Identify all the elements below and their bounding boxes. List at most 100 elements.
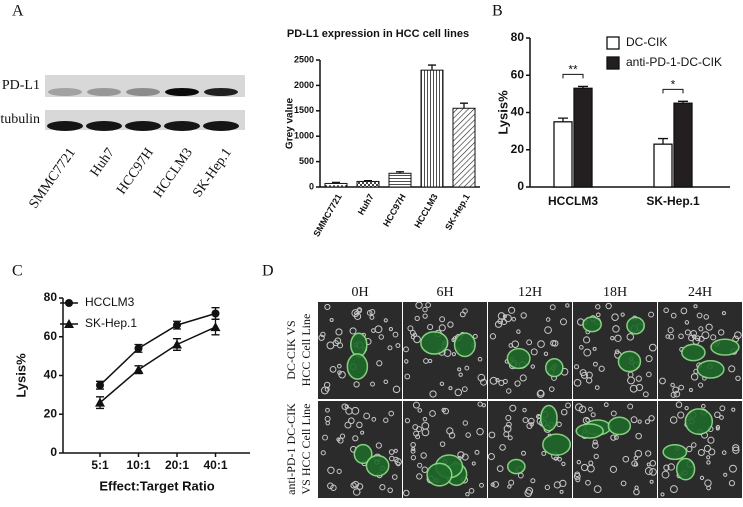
cell [677, 411, 685, 419]
cell [578, 405, 587, 414]
cell [645, 450, 652, 457]
x-axis-label: Effect:Target Ratio [99, 478, 214, 493]
cell [416, 426, 423, 433]
cell [684, 329, 691, 336]
cell [348, 417, 355, 425]
significance-bracket [662, 88, 684, 94]
cell [341, 403, 348, 410]
x-tick-label: 20:1 [165, 458, 189, 472]
cell [511, 316, 517, 322]
cell [728, 480, 736, 487]
cell [320, 331, 326, 338]
cell [645, 355, 653, 363]
micrograph [573, 302, 657, 399]
cell [635, 432, 642, 440]
cell [728, 464, 737, 473]
bar [553, 121, 573, 188]
cell [369, 308, 376, 315]
cell [721, 450, 727, 455]
blot-lane-label: SK-Hep.1 [190, 146, 235, 201]
cell [388, 449, 395, 455]
cell [541, 450, 547, 456]
cell [415, 301, 423, 309]
cell [403, 346, 409, 353]
cell [614, 349, 620, 355]
cell [337, 370, 342, 375]
cell [557, 457, 562, 462]
cell [472, 333, 478, 339]
cell [620, 480, 627, 487]
cell [417, 408, 423, 413]
cell [694, 335, 701, 342]
marker [172, 339, 182, 349]
cell [457, 367, 462, 372]
cell [474, 449, 480, 455]
time-label: 0H [351, 285, 368, 300]
cell [660, 492, 665, 497]
cell [718, 329, 725, 336]
cell [489, 333, 497, 340]
cell [363, 412, 371, 420]
cell [422, 306, 428, 313]
cell [508, 479, 515, 486]
tumor-cell [582, 316, 602, 333]
cell [592, 439, 598, 445]
x-tick-label: 5:1 [91, 458, 109, 472]
cell [678, 333, 684, 340]
cell [697, 382, 704, 388]
cell [644, 419, 650, 425]
cell [443, 349, 452, 357]
y-tick-label: 1500 [294, 105, 314, 115]
cell [393, 456, 399, 463]
blot-lane-label: HCC97H [114, 146, 157, 198]
cell [404, 418, 411, 424]
cell [559, 489, 564, 494]
panel-letter: B [492, 3, 503, 20]
cell [529, 422, 534, 427]
blot-lane-label: HCCLM3 [151, 146, 196, 201]
time-label: 6H [436, 285, 453, 300]
cell [492, 481, 500, 488]
cell [605, 302, 612, 310]
cell [327, 466, 335, 474]
cell [592, 442, 599, 449]
cell [719, 405, 726, 412]
cell [425, 302, 432, 308]
cell [699, 475, 705, 480]
tumor-cell [353, 443, 373, 465]
tumor-cell [696, 360, 725, 379]
blot-band [203, 121, 239, 131]
cell [468, 487, 475, 494]
cell [427, 324, 434, 331]
cell [516, 329, 521, 334]
y-tick-label: 2000 [294, 80, 314, 90]
tumor-cell [350, 332, 368, 358]
cell [416, 473, 423, 480]
blot-band-label: PD-L1 [2, 78, 40, 93]
cell [627, 403, 634, 410]
cell [633, 455, 639, 461]
cell [337, 363, 342, 369]
cell [549, 304, 556, 311]
cell [318, 334, 325, 341]
cell [439, 441, 446, 447]
blot-band-label: β-tubulin [0, 112, 40, 127]
marker [134, 344, 143, 353]
line [99, 326, 216, 404]
cell [395, 343, 401, 349]
cell [574, 403, 583, 412]
cell [530, 348, 538, 356]
cell [698, 326, 704, 332]
cell [320, 450, 326, 456]
tumor-cell [426, 462, 453, 487]
cell [648, 343, 657, 352]
cell [462, 420, 468, 426]
cell [422, 313, 428, 319]
cell [715, 426, 720, 431]
cell [325, 407, 330, 413]
cell [477, 401, 483, 407]
panel-letter: C [12, 263, 23, 280]
cell [667, 327, 674, 334]
marker [211, 309, 220, 318]
cell [374, 325, 383, 334]
